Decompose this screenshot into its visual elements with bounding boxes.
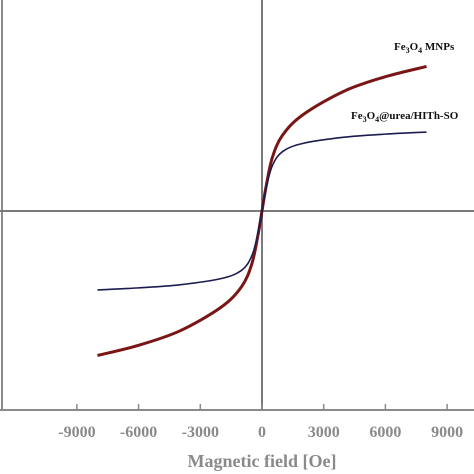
series-label-fe3o4-mnps: Fe3O4 MNPs [394,41,455,55]
x-tick-label: -3000 [182,424,219,441]
x-axis-title: Magnetic field [Oe] [188,451,337,471]
series-line-fe3o4-urea [97,131,427,291]
x-tick-label: 9000 [431,424,463,441]
series-label-fe3o4-urea: Fe3O4@urea/HITh-SO [351,110,459,124]
x-tick-label: 3000 [308,424,340,441]
series-layer [97,65,427,357]
x-tick-marks [76,404,448,410]
x-tick-label: -9000 [58,424,95,441]
x-tick-label: 0 [258,424,266,441]
x-tick-label: 6000 [369,424,401,441]
x-tick-labels: -9000 -6000 -3000 0 3000 6000 9000 [58,424,463,441]
x-tick-label: -6000 [120,424,157,441]
